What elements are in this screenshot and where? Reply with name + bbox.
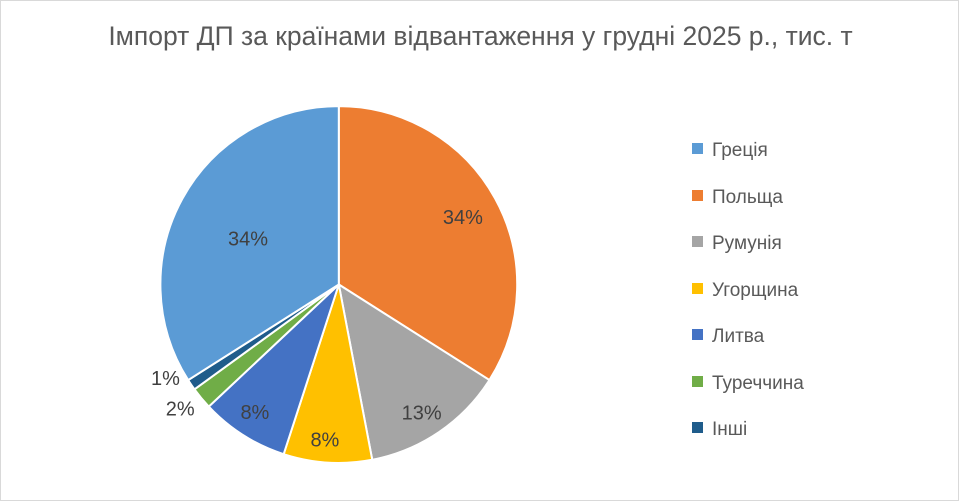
svg-text:2%: 2% (166, 399, 195, 421)
svg-text:8%: 8% (310, 430, 339, 452)
svg-text:34%: 34% (443, 207, 483, 229)
svg-text:13%: 13% (402, 402, 442, 424)
svg-text:34%: 34% (228, 229, 268, 251)
svg-text:8%: 8% (240, 402, 269, 424)
svg-text:1%: 1% (151, 368, 180, 390)
